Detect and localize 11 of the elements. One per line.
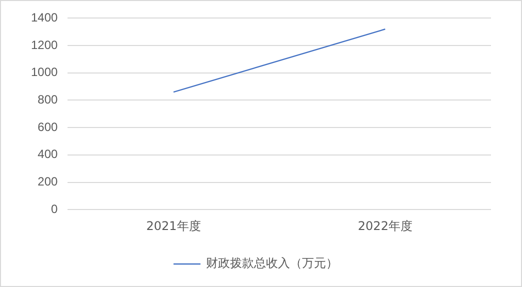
y-tick-label: 1000 <box>30 65 58 80</box>
x-tick-label: 2021年度 <box>146 218 201 233</box>
y-tick-label: 1400 <box>30 10 58 25</box>
y-tick-label: 600 <box>38 120 58 134</box>
y-tick-label: 1200 <box>30 38 58 52</box>
x-tick-label: 2022年度 <box>358 218 412 233</box>
y-tick-label: 400 <box>38 147 58 162</box>
y-tick-label: 0 <box>51 202 58 216</box>
legend-label: 财政拨款总收入（万元） <box>206 256 338 270</box>
y-tick-label: 800 <box>38 92 58 107</box>
y-tick-label: 200 <box>38 174 58 189</box>
